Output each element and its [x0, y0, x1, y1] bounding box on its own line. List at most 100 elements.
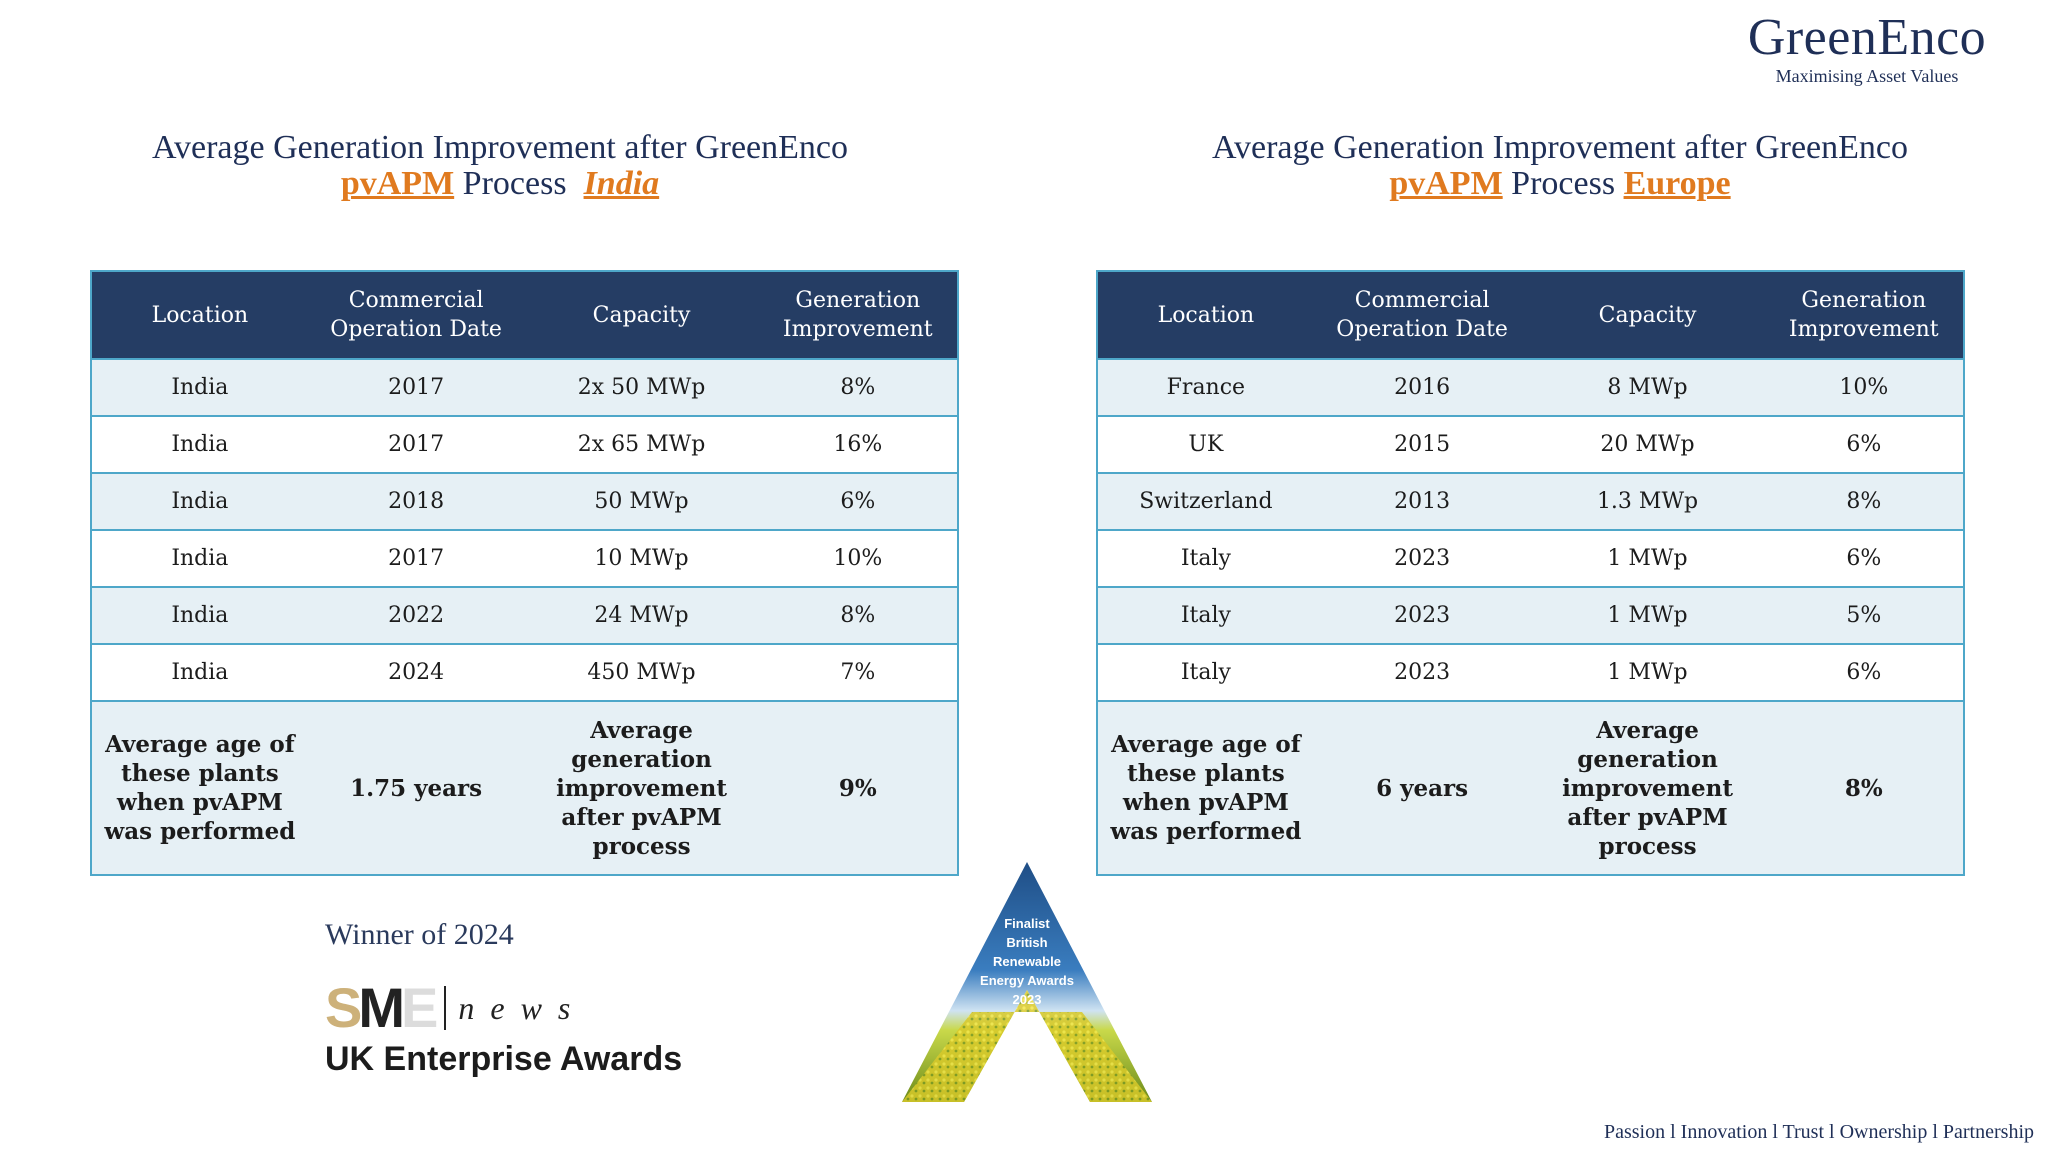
india-title-line1: Average Generation Improvement after Gre… — [151, 129, 849, 166]
europe-table: Location Commercial Operation Date Capac… — [1096, 270, 1966, 876]
india-title-line2: pvAPM Process India — [90, 166, 910, 202]
cell-cod: 2017 — [307, 415, 525, 473]
sme-letter-e: E — [401, 976, 438, 1039]
sme-news-wordmark: news — [458, 989, 587, 1026]
cell-location: France — [1096, 358, 1314, 416]
cell-cod: 2023 — [1313, 586, 1531, 644]
cell-capacity: 1 MWp — [1530, 586, 1765, 644]
india-title-process: Process — [462, 165, 567, 202]
header-improvement: Generation Improvement — [1764, 270, 1966, 359]
header-capacity: Capacity — [524, 270, 759, 359]
cell-location: India — [90, 586, 308, 644]
cell-location: India — [90, 415, 308, 473]
cell-improvement: 6% — [758, 472, 960, 530]
cell-cod: 2018 — [307, 472, 525, 530]
uk-enterprise-awards: UK Enterprise Awards — [325, 1040, 683, 1078]
india-title-region: India — [583, 165, 660, 202]
summary-row: Average age of these plants when pvAPM w… — [90, 700, 960, 876]
cell-cod: 2013 — [1313, 472, 1531, 530]
cell-capacity: 24 MWp — [524, 586, 759, 644]
europe-title-process: Process — [1511, 165, 1616, 202]
cell-location: India — [90, 643, 308, 701]
europe-title-line1: Average Generation Improvement after Gre… — [1211, 129, 1909, 166]
cell-improvement: 10% — [1764, 358, 1966, 416]
finalist-line: British — [1006, 935, 1048, 950]
table-row: Italy 2023 1 MWp 6% — [1096, 643, 1966, 701]
brand-logo: GreenEnco Maximising Asset Values — [1702, 8, 2032, 87]
summary-improvement-label: Average generation improvement after pvA… — [1530, 700, 1765, 876]
summary-improvement-value: 9% — [758, 700, 960, 876]
cell-location: India — [90, 358, 308, 416]
finalist-line: Energy Awards — [980, 973, 1074, 988]
cell-location: Italy — [1096, 529, 1314, 587]
table-header-row: Location Commercial Operation Date Capac… — [1096, 270, 1966, 359]
sme-letter-s: S — [325, 976, 362, 1039]
cell-capacity: 50 MWp — [524, 472, 759, 530]
india-title: Average Generation Improvement after Gre… — [90, 130, 910, 202]
table-row: Switzerland 2013 1.3 MWp 8% — [1096, 472, 1966, 530]
cell-cod: 2016 — [1313, 358, 1531, 416]
europe-title: Average Generation Improvement after Gre… — [1150, 130, 1970, 202]
cell-capacity: 20 MWp — [1530, 415, 1765, 473]
summary-age-value: 1.75 years — [307, 700, 525, 876]
cell-improvement: 10% — [758, 529, 960, 587]
europe-title-line2: pvAPM Process Europe — [1150, 166, 1970, 202]
footer-values: Passion l Innovation l Trust l Ownership… — [1603, 1121, 2034, 1143]
europe-title-pvapm: pvAPM — [1389, 165, 1503, 202]
table-row: India 2022 24 MWp 8% — [90, 586, 960, 644]
brand-tagline: Maximising Asset Values — [1775, 66, 1959, 86]
cell-location: Switzerland — [1096, 472, 1314, 530]
table-row: India 2017 10 MWp 10% — [90, 529, 960, 587]
cell-location: India — [90, 529, 308, 587]
summary-row: Average age of these plants when pvAPM w… — [1096, 700, 1966, 876]
cell-improvement: 8% — [1764, 472, 1966, 530]
sme-divider — [444, 986, 447, 1030]
cell-location: UK — [1096, 415, 1314, 473]
cell-improvement: 8% — [758, 358, 960, 416]
cell-cod: 2022 — [307, 586, 525, 644]
cell-capacity: 1 MWp — [1530, 529, 1765, 587]
cell-capacity: 1 MWp — [1530, 643, 1765, 701]
sme-letter-m: M — [358, 976, 405, 1039]
finalist-line: Finalist — [1004, 916, 1050, 931]
cell-capacity: 1.3 MWp — [1530, 472, 1765, 530]
cell-capacity: 10 MWp — [524, 529, 759, 587]
finalist-label: Finalist British Renewable Energy Awards… — [902, 914, 1152, 1009]
cell-improvement: 8% — [758, 586, 960, 644]
header-cod: Commercial Operation Date — [307, 270, 525, 359]
cell-improvement: 6% — [1764, 643, 1966, 701]
finalist-triangle-icon — [902, 862, 1152, 1102]
table-row: UK 2015 20 MWp 6% — [1096, 415, 1966, 473]
cell-capacity: 8 MWp — [1530, 358, 1765, 416]
cell-cod: 2017 — [307, 529, 525, 587]
table-row: Italy 2023 1 MWp 5% — [1096, 586, 1966, 644]
summary-age-label: Average age of these plants when pvAPM w… — [90, 700, 308, 876]
cell-location: Italy — [1096, 586, 1314, 644]
summary-age-label: Average age of these plants when pvAPM w… — [1096, 700, 1314, 876]
cell-capacity: 2x 50 MWp — [524, 358, 759, 416]
table-row: India 2024 450 MWp 7% — [90, 643, 960, 701]
table-row: Italy 2023 1 MWp 6% — [1096, 529, 1966, 587]
cell-cod: 2015 — [1313, 415, 1531, 473]
brand-name: GreenEnco — [1747, 9, 1987, 66]
table-header-row: Location Commercial Operation Date Capac… — [90, 270, 960, 359]
cell-location: Italy — [1096, 643, 1314, 701]
finalist-badge: Finalist British Renewable Energy Awards… — [902, 862, 1152, 1102]
cell-cod: 2017 — [307, 358, 525, 416]
finalist-line: 2023 — [1012, 992, 1042, 1007]
cell-cod: 2023 — [1313, 643, 1531, 701]
header-capacity: Capacity — [1530, 270, 1765, 359]
summary-improvement-value: 8% — [1764, 700, 1966, 876]
india-table: Location Commercial Operation Date Capac… — [90, 270, 960, 876]
table-row: India 2017 2x 50 MWp 8% — [90, 358, 960, 416]
header-improvement: Generation Improvement — [758, 270, 960, 359]
summary-age-value: 6 years — [1313, 700, 1531, 876]
table-row: India 2017 2x 65 MWp 16% — [90, 415, 960, 473]
cell-cod: 2023 — [1313, 529, 1531, 587]
cell-location: India — [90, 472, 308, 530]
cell-improvement: 6% — [1764, 415, 1966, 473]
header-location: Location — [90, 270, 308, 359]
cell-improvement: 7% — [758, 643, 960, 701]
cell-improvement: 16% — [758, 415, 960, 473]
cell-improvement: 6% — [1764, 529, 1966, 587]
